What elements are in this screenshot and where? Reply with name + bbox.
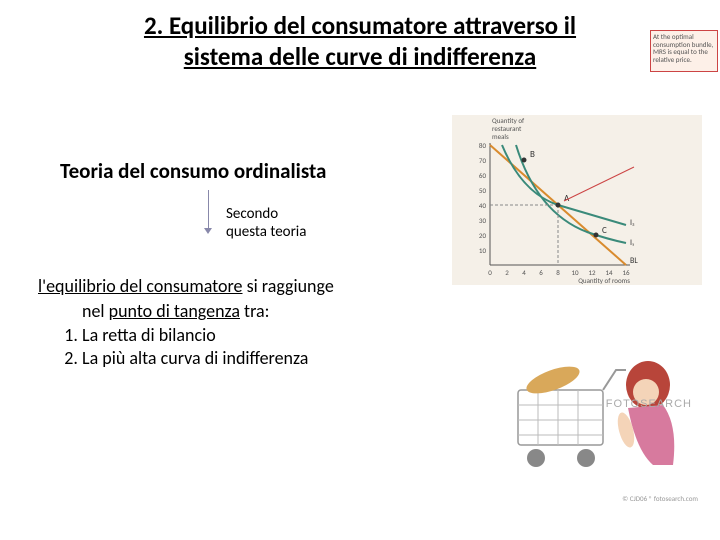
arrow-line — [208, 190, 209, 230]
watermark: FOTOSEARCH — [606, 398, 692, 410]
ytick: 10 — [479, 246, 487, 255]
xtick: 6 — [539, 268, 543, 277]
equilibrio-underline: l'equilibrio del consumatore — [38, 275, 243, 297]
list-item: La più alta curva di indifferenza — [82, 347, 438, 370]
xtick: 2 — [505, 268, 509, 277]
ytick: 80 — [479, 141, 487, 150]
ytick: 50 — [479, 186, 487, 195]
ytick: 70 — [479, 156, 487, 165]
list-item: La retta di bilancio — [82, 324, 438, 347]
i1-label: I₁ — [630, 238, 634, 248]
arrow-down-icon — [204, 228, 212, 234]
xtick: 4 — [522, 268, 526, 277]
ytick: 30 — [479, 216, 487, 225]
point-a — [556, 203, 561, 208]
secondo-label: Secondo questa teoria — [226, 205, 306, 241]
ytick: 60 — [479, 171, 487, 180]
ytick: 20 — [479, 231, 487, 240]
point-b — [522, 158, 527, 163]
cart-icon — [518, 361, 626, 467]
chart-annotation: At the optimal consumption bundle, MRS i… — [650, 30, 718, 72]
indifference-curve-chart: Quantity of restaurant meals 80 70 60 50… — [452, 115, 702, 285]
line2-suffix: tra: — [240, 300, 269, 322]
line2-prefix: nel — [82, 300, 109, 322]
xtick: 8 — [556, 268, 560, 277]
ytick: 40 — [479, 201, 487, 210]
secondo-line-2: questa teoria — [226, 223, 306, 241]
secondo-line-1: Secondo — [226, 205, 278, 223]
intro-suffix: si raggiunge — [243, 275, 334, 297]
title-line-2: sistema delle curve di indifferenza — [184, 41, 536, 72]
body-line-2: nel punto di tangenza tra: — [38, 300, 438, 323]
bl-label: BL — [630, 256, 638, 266]
body-intro: l'equilibrio del consumatore si raggiung… — [38, 275, 438, 298]
person-icon — [615, 361, 675, 465]
body-list: La retta di bilancio La più alta curva d… — [38, 324, 438, 371]
page-title: 2. Equilibrio del consumatore attraverso… — [0, 0, 720, 73]
title-line-1: 2. Equilibrio del consumatore attraverso… — [144, 10, 576, 41]
point-c-label: C — [602, 225, 607, 236]
subtitle: Teoria del consumo ordinalista — [60, 158, 326, 184]
y-axis-label-3: meals — [492, 132, 509, 141]
point-b-label: B — [530, 149, 535, 160]
shopping-illustration — [508, 330, 698, 495]
body-text: l'equilibrio del consumatore si raggiung… — [38, 275, 438, 371]
copyright: © CJD06 ® fotosearch.com — [622, 494, 698, 503]
x-axis-label: Quantity of rooms — [578, 276, 630, 285]
xtick: 0 — [488, 268, 492, 277]
tangenza-underline: punto di tangenza — [109, 300, 240, 322]
i2-label: I₂ — [630, 218, 635, 228]
point-c — [594, 233, 599, 238]
